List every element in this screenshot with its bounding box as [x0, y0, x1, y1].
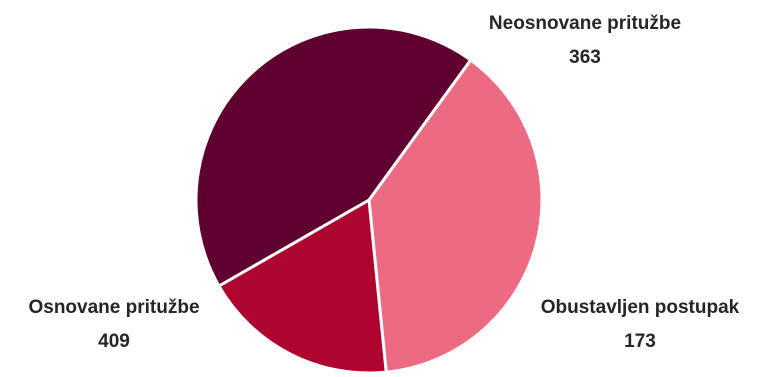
- slice-value-neosnovane-pritužbe: 363: [569, 47, 601, 68]
- pie-slice-neosnovane-pritužbe: [367, 58, 544, 374]
- slice-label-obustavljen-postupak: Obustavljen postupak: [541, 297, 740, 318]
- pie-slices: [194, 25, 544, 375]
- slice-label-osnovane-pritužbe: Osnovane pritužbe: [28, 297, 199, 318]
- slice-value-osnovane-pritužbe: 409: [98, 331, 130, 352]
- slice-label-neosnovane-pritužbe: Neosnovane pritužbe: [489, 13, 681, 34]
- pie-slice-osnovane-pritužbe: [194, 25, 473, 288]
- slice-value-obustavljen-postupak: 173: [624, 331, 656, 352]
